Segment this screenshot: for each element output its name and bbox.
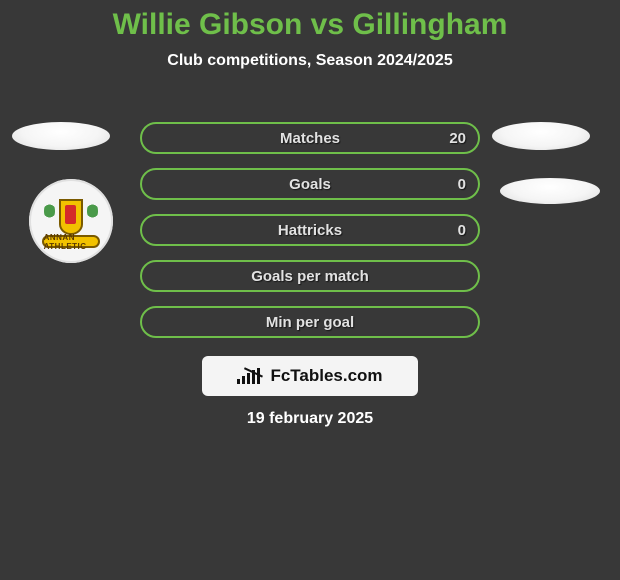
stat-value: 20 bbox=[449, 130, 466, 147]
brand-text: FcTables.com bbox=[270, 366, 382, 386]
comparison-card: Willie Gibson vs Gillingham Club competi… bbox=[0, 0, 620, 580]
right-team-badge-2 bbox=[500, 178, 600, 204]
stat-row-goals-per-match: Goals per match bbox=[140, 260, 480, 292]
club-crest-graphic: ANNAN ATHLETIC bbox=[42, 192, 101, 251]
stat-row-goals: Goals 0 bbox=[140, 168, 480, 200]
club-crest: ANNAN ATHLETIC bbox=[29, 179, 113, 263]
right-team-badge-1 bbox=[492, 122, 590, 150]
stat-label: Hattricks bbox=[278, 222, 342, 239]
stats-list: Matches 20 Goals 0 Hattricks 0 Goals per… bbox=[140, 122, 480, 338]
stat-label: Matches bbox=[280, 130, 340, 147]
stat-row-hattricks: Hattricks 0 bbox=[140, 214, 480, 246]
club-crest-ribbon: ANNAN ATHLETIC bbox=[42, 235, 101, 248]
stat-label: Goals bbox=[289, 176, 331, 193]
stat-row-matches: Matches 20 bbox=[140, 122, 480, 154]
brand-badge[interactable]: FcTables.com bbox=[202, 356, 418, 396]
stat-row-min-per-goal: Min per goal bbox=[140, 306, 480, 338]
stat-label: Min per goal bbox=[266, 314, 354, 331]
date-label: 19 february 2025 bbox=[0, 410, 620, 428]
stat-label: Goals per match bbox=[251, 268, 369, 285]
left-player-badge bbox=[12, 122, 110, 150]
page-title: Willie Gibson vs Gillingham bbox=[0, 0, 620, 42]
stat-value: 0 bbox=[458, 222, 466, 239]
subtitle: Club competitions, Season 2024/2025 bbox=[0, 52, 620, 70]
stat-value: 0 bbox=[458, 176, 466, 193]
